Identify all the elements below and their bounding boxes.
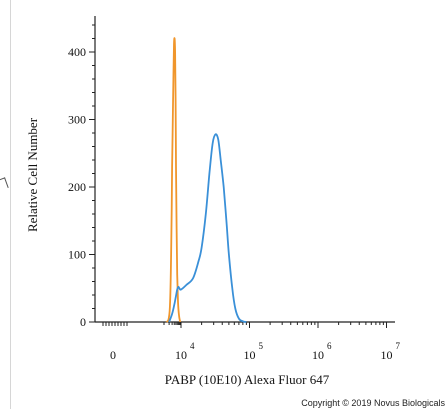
left-border-line <box>10 0 11 409</box>
x-tick-exponent: 7 <box>396 341 401 351</box>
x-tick-exponent: 4 <box>190 341 195 351</box>
x-tick-exponent: 5 <box>259 341 264 351</box>
series-layer <box>165 37 247 323</box>
x-tick-label: 10 <box>381 348 393 362</box>
x-tick-label: 10 <box>244 348 256 362</box>
x-tick-exponent: 6 <box>327 341 332 351</box>
y-tick-label: 0 <box>80 315 86 329</box>
y-tick-label: 100 <box>68 248 86 262</box>
y-axis-label: Relative Cell Number <box>25 117 40 232</box>
x-axis-label: PABP (10E10) Alexa Fluor 647 <box>165 372 330 387</box>
y-tick-label: 400 <box>68 45 86 59</box>
copyright-notice: Copyright © 2019 Novus Biologicals <box>301 398 445 408</box>
series-line-1 <box>168 133 247 323</box>
x-tick-label: 10 <box>175 348 187 362</box>
x-tick-label: 0 <box>110 348 116 362</box>
y-tick-label: 200 <box>68 180 86 194</box>
series-line-0 <box>165 37 182 323</box>
y-tick-label: 300 <box>68 113 86 127</box>
x-tick-label: 10 <box>312 348 324 362</box>
